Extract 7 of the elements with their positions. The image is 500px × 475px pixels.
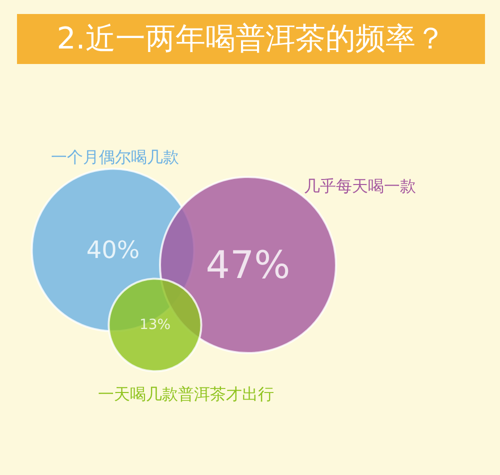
data-label: 40% bbox=[86, 236, 140, 264]
category-label: 一个月偶尔喝几款 bbox=[51, 148, 179, 166]
category-label: 一天喝几款普洱茶才出行 bbox=[98, 384, 274, 404]
data-label: 47% bbox=[206, 243, 290, 287]
text: 2.近一两年喝普洱茶的频率？ bbox=[56, 22, 446, 56]
category-label: 几乎每天喝一款 bbox=[304, 176, 416, 196]
data-label: 13% bbox=[139, 317, 171, 333]
